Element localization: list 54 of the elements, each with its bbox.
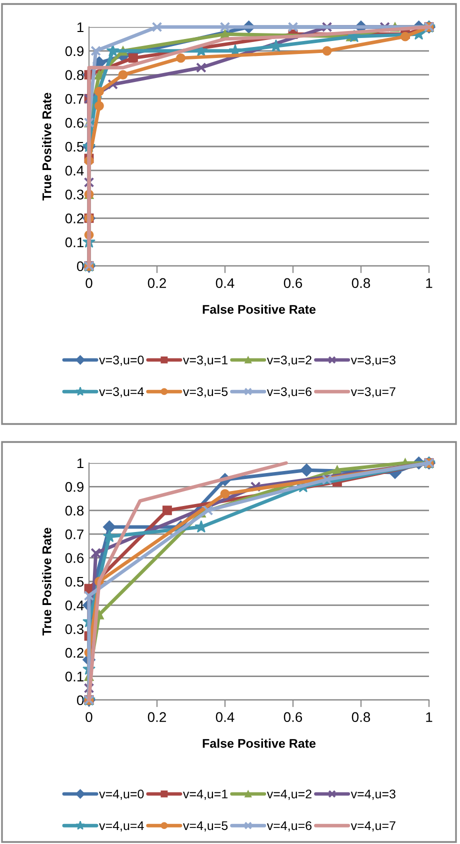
- y-tick-label: 0.1: [65, 672, 84, 682]
- y-axis-title: True Positive Rate: [42, 528, 52, 636]
- y-axis-title: True Positive Rate: [42, 92, 52, 201]
- legend-label: v=3,u=7: [350, 387, 396, 398]
- x-tick-label: 0.8: [352, 712, 370, 722]
- legend-label: v=3,u=1: [182, 356, 228, 366]
- legend-label: v=4,u=3: [350, 790, 396, 800]
- y-tick-label: 0.5: [65, 576, 84, 587]
- x-tick-label: 0.2: [148, 278, 166, 288]
- x-tick-label: 0.6: [284, 278, 302, 288]
- y-tick-label: 0.4: [65, 166, 84, 176]
- x-axis-title: False Positive Rate: [202, 304, 316, 314]
- y-tick-label: 0: [76, 695, 84, 706]
- x-tick-label: 0: [86, 712, 92, 722]
- x-tick-label: 1: [426, 278, 432, 288]
- legend-label: v=3,u=6: [266, 387, 312, 398]
- x-tick-label: 1: [426, 712, 432, 722]
- legend-label: v=4,u=5: [182, 821, 228, 832]
- y-tick-label: 0.7: [65, 529, 84, 540]
- x-tick-label: 0.8: [352, 278, 370, 288]
- y-tick-label: 0.9: [65, 46, 84, 56]
- x-tick-label: 0.6: [284, 712, 302, 722]
- y-tick-label: 0.2: [65, 214, 84, 224]
- y-tick-label: 0.9: [65, 482, 84, 492]
- legend-label: v=4,u=7: [350, 821, 396, 832]
- y-tick-label: 0.5: [65, 142, 84, 152]
- legend-label: v=3,u=3: [350, 356, 396, 366]
- y-tick-label: 0.2: [65, 648, 84, 658]
- legend-label: v=3,u=5: [182, 387, 228, 398]
- legend-label: v=4,u=4: [99, 821, 144, 832]
- y-tick-label: 0.7: [65, 94, 84, 104]
- legend-label: v=4,u=1: [182, 790, 228, 800]
- y-tick-label: 0.4: [65, 600, 84, 610]
- legend-label: v=3,u=4: [99, 387, 144, 398]
- y-tick-label: 0.3: [65, 624, 84, 634]
- y-tick-label: 1: [77, 458, 84, 468]
- legend-label: v=4,u=2: [266, 790, 312, 800]
- y-tick-label: 0: [76, 261, 84, 272]
- x-tick-label: 0.4: [216, 278, 234, 288]
- y-tick-label: 0.6: [65, 118, 84, 128]
- y-tick-label: 1: [77, 22, 84, 32]
- legend-label: v=3,u=2: [266, 356, 312, 366]
- legend-label: v=3,u=0: [99, 356, 144, 366]
- y-tick-label: 0.1: [65, 237, 84, 248]
- legend-label: v=4,u=0: [99, 790, 144, 800]
- y-tick-label: 0.6: [65, 553, 84, 563]
- x-tick-label: 0.2: [148, 712, 166, 722]
- legend-label: v=4,u=6: [266, 821, 312, 832]
- y-tick-label: 0.8: [65, 506, 84, 516]
- x-tick-label: 0: [86, 278, 92, 288]
- x-axis-title: False Positive Rate: [202, 738, 316, 748]
- y-tick-label: 0.3: [65, 190, 84, 200]
- y-tick-label: 0.8: [65, 70, 84, 80]
- x-tick-label: 0.4: [216, 712, 234, 722]
